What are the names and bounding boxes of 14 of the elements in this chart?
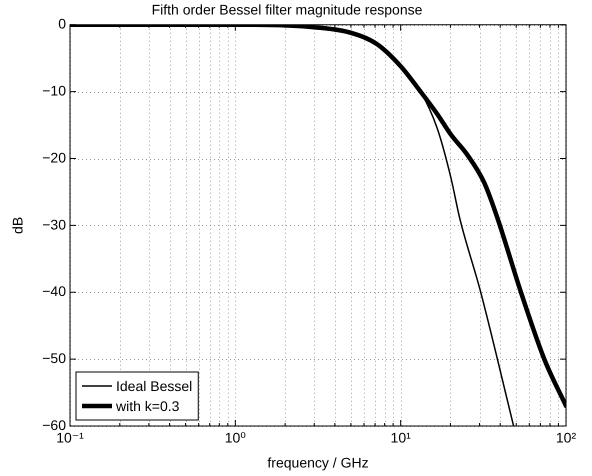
legend-label: Ideal Bessel	[116, 378, 192, 394]
chart-title: Fifth order Bessel filter magnitude response	[152, 1, 423, 18]
y-tick-label: −50	[42, 350, 66, 366]
y-tick-label: 0	[58, 16, 66, 32]
y-tick-label: −30	[42, 216, 66, 232]
y-axis-title: dB	[9, 216, 26, 234]
x-tick-label: 10⁰	[224, 429, 246, 446]
y-tick-label: −20	[42, 149, 66, 166]
x-axis-title: frequency / GHz	[267, 454, 369, 470]
y-tick-label: −40	[42, 283, 66, 300]
x-tick-label: 10²	[556, 429, 576, 446]
y-tick-label: −10	[42, 82, 66, 99]
legend-label: with k=0.3	[115, 398, 180, 414]
x-tick-label: 10¹	[390, 429, 412, 446]
